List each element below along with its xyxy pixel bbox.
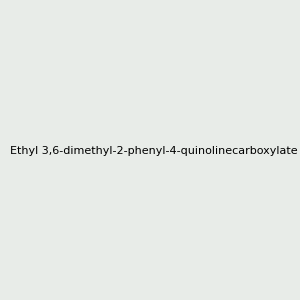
Text: Ethyl 3,6-dimethyl-2-phenyl-4-quinolinecarboxylate: Ethyl 3,6-dimethyl-2-phenyl-4-quinolinec… xyxy=(10,146,298,157)
